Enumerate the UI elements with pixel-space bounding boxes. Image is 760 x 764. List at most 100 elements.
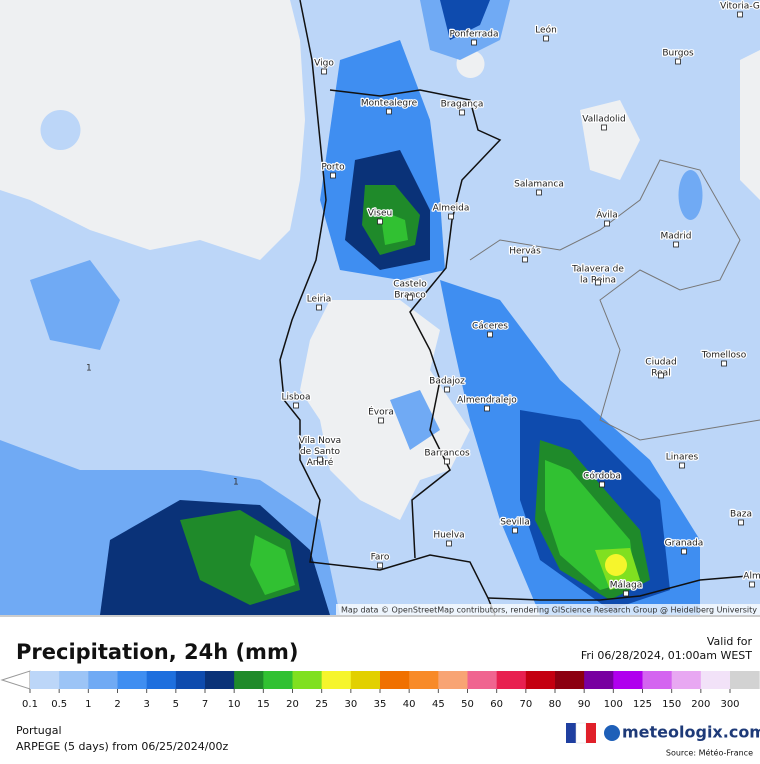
- city-marker: [377, 218, 383, 225]
- legend-label: 70: [519, 699, 532, 710]
- legend-swatch: [321, 671, 352, 689]
- rain-area: [380, 210, 408, 245]
- legend-label: 125: [633, 699, 652, 710]
- city-marker: [377, 562, 383, 569]
- city-marker: [316, 304, 322, 311]
- city-label: Málaga: [610, 581, 643, 591]
- city-marker: [471, 39, 477, 46]
- legend-swatch: [88, 671, 118, 689]
- dry-area: [300, 300, 470, 520]
- city-label: Faro: [371, 553, 390, 563]
- city-label: Tomelloso: [701, 351, 747, 361]
- city-marker: [317, 456, 323, 463]
- legend-swatch: [525, 671, 556, 689]
- city-label: Vigo: [314, 59, 334, 69]
- legend-label: 80: [549, 699, 562, 710]
- city-marker: [448, 213, 454, 220]
- legend-swatch: [59, 671, 89, 689]
- city-label: Sevilla: [500, 518, 530, 528]
- legend-label: 50: [461, 699, 474, 710]
- city-label: Viseu: [368, 209, 392, 219]
- city-marker: [444, 386, 450, 393]
- city-marker: [673, 241, 679, 248]
- city-label: Évora: [368, 406, 394, 418]
- city-label: Cáceres: [472, 322, 508, 332]
- city-label: Almendralejo: [457, 396, 517, 406]
- city-marker: [601, 124, 607, 131]
- legend-swatch: [350, 671, 381, 689]
- city-marker: [459, 109, 465, 116]
- dry-area: [456, 50, 760, 200]
- rain-area: [440, 0, 490, 40]
- legend-label: 300: [720, 699, 739, 710]
- city-marker: [446, 540, 452, 547]
- city-marker: [658, 372, 664, 379]
- contour-label: 1: [86, 364, 92, 374]
- legend-label: 60: [490, 699, 503, 710]
- coastline: [487, 574, 760, 601]
- legend-label: 40: [403, 699, 416, 710]
- legend-label: 0.5: [51, 699, 67, 710]
- legend-label: 3: [143, 699, 149, 710]
- legend-label: 0.1: [22, 699, 38, 710]
- legend-swatch: [263, 671, 293, 689]
- city-label: Córdoba: [583, 471, 621, 482]
- source: Source: Météo-France: [666, 748, 753, 758]
- legend-label: 45: [432, 699, 445, 710]
- city-label: Salamanca: [514, 180, 564, 190]
- legend-swatch: [613, 671, 643, 689]
- legend-swatch: [671, 671, 702, 689]
- legend-swatch: [642, 671, 673, 689]
- legend-swatch: [409, 671, 439, 689]
- legend-label: 35: [374, 699, 387, 710]
- city-marker: [679, 462, 685, 469]
- city-label: Bragança: [441, 100, 484, 110]
- region: Portugal: [16, 724, 62, 737]
- legend-arrow-low: [0, 670, 31, 690]
- city-marker: [595, 279, 601, 286]
- attribution: Map data © OpenStreetMap contributors, r…: [341, 606, 757, 615]
- city-label: Montealegre: [361, 99, 418, 109]
- brand: meteologix.com: [622, 723, 760, 742]
- city-marker: [737, 11, 743, 18]
- city-label: León: [535, 25, 557, 36]
- city-label: Linares: [666, 453, 699, 463]
- legend-swatch: [584, 671, 614, 689]
- contour-label: 1: [233, 478, 239, 488]
- legend-label: 30: [344, 699, 357, 710]
- city-labels: Vitoria-G Ponferrada León Burgos Vigo Monteal…: [280, 0, 760, 597]
- dry-area: [0, 0, 305, 260]
- coastline: [279, 0, 496, 616]
- city-label: Leiria: [307, 295, 332, 305]
- city-marker: [681, 548, 687, 555]
- city-marker: [293, 402, 299, 409]
- flag: [566, 723, 576, 743]
- attribution-bg: [336, 604, 760, 615]
- legend-swatch: [555, 671, 585, 689]
- legend-swatch: [292, 671, 323, 689]
- city-marker: [378, 417, 384, 424]
- city-label: Ávila: [596, 209, 617, 221]
- city-label: Madrid: [661, 232, 692, 242]
- city-label: Almeida: [433, 204, 470, 214]
- city-marker: [604, 220, 610, 227]
- legend-label: 25: [315, 699, 328, 710]
- city-label: Alm: [743, 572, 760, 582]
- legend-label: 2: [114, 699, 120, 710]
- city-marker: [330, 172, 336, 179]
- flag: [575, 722, 587, 744]
- brand-icon: [604, 725, 620, 741]
- city-label: Baza: [730, 510, 752, 520]
- city-marker: [749, 581, 755, 588]
- city-label: Huelva: [433, 531, 464, 541]
- rain-area: [250, 535, 295, 595]
- legend: 0.1 0.5 1 2 3 5 7 10 15 20 25 30 35 40 45 50 60 70 80 90 100…: [22, 671, 760, 710]
- city-label: Granada: [665, 539, 704, 549]
- city-marker: [536, 189, 542, 196]
- city-marker: [321, 68, 327, 75]
- legend-swatch: [175, 671, 206, 689]
- legend-swatch: [467, 671, 498, 689]
- legend-label: 90: [578, 699, 591, 710]
- legend-swatch: [438, 671, 468, 689]
